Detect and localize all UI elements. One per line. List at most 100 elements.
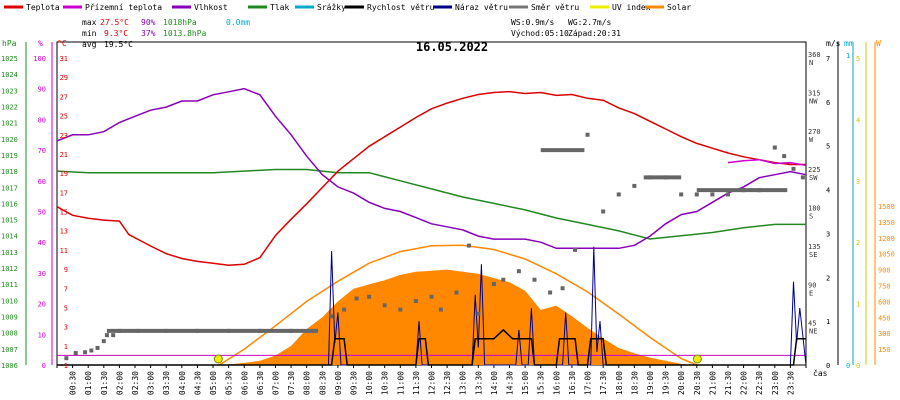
hpa-tick-label: 1006 [1,362,18,370]
hpa-axis-unit: hPa [2,39,17,48]
w-tick-label: 600 [878,298,891,306]
temp-tick-label: 5 [64,304,68,312]
pct-tick-label: 90 [38,86,46,94]
stats-max-label: max [82,18,97,27]
hpa-tick-label: 1011 [1,281,18,289]
legend-label: Tlak [270,3,289,12]
pct-tick-label: 20 [38,301,46,309]
wind-dir-point [101,339,106,344]
wind-dir-point [73,351,78,356]
temp-tick-label: 31 [60,55,68,63]
hpa-tick-label: 1023 [1,87,18,95]
temp-tick-label: 9 [64,266,68,274]
hpa-tick-label: 1024 [1,71,18,79]
temp-tick-label: 13 [60,228,68,236]
hpa-tick-label: 1007 [1,346,18,354]
wind-dir-point [616,192,621,197]
ms-tick-label: 4 [826,187,830,195]
x-tick-label: 20:00 [677,371,686,395]
ms-tick-label: 3 [826,230,830,238]
wind-dir-point [585,132,590,137]
w-tick-label: 300 [878,330,891,338]
x-tick-label: 15:30 [537,371,546,395]
wind-dir-point [491,281,496,286]
w-tick-label: 150 [878,346,891,354]
sun-sunrise-marker [213,354,223,364]
x-tick-label: 06:00 [240,371,249,395]
x-tick-label: 15:00 [521,371,530,395]
x-tick-label: 13:30 [474,371,483,395]
wind-dir-point [398,307,403,312]
w-tick-label: 1050 [878,251,895,259]
legend-label: Náraz větru [455,3,508,12]
sun-sunset-marker [692,354,702,364]
wind-dir-point [466,243,471,248]
x-tick-label: 11:30 [412,371,421,395]
stats-sunset: Západ:20:31 [568,29,621,38]
legend-label: Teplota [26,3,60,12]
dir-tick-degree: 180 [808,205,821,213]
wind-dir-point [89,348,94,353]
mm-axis-unit: mm [844,39,854,48]
hpa-tick-label: 1013 [1,249,18,257]
hpa-tick-label: 1019 [1,152,18,160]
pct-tick-label: 80 [38,116,46,124]
legend-label: Směr větru [531,3,579,12]
x-tick-label: 11:00 [396,371,405,395]
x-tick-label: 09:00 [334,371,343,395]
chart-title: 16.05.2022 [416,40,488,54]
hpa-tick-label: 1008 [1,330,18,338]
pct-tick-label: 100 [33,55,46,63]
temp-tick-label: 25 [60,113,68,121]
wind-dir-point [601,209,606,214]
wind-dir-point [354,296,359,301]
stats-rain: 0.0mm [226,18,250,27]
w-axis-unit: W [876,39,881,48]
wind-dir-point [95,345,100,350]
dir-tick-label: N [809,59,813,67]
x-tick-label: 17:30 [599,371,608,395]
dir-tick-degree: 225 [808,166,821,174]
temp-tick-label: 21 [60,151,68,159]
dir-tick-label: NW [809,97,818,105]
stats-wg: WG:2.7m/s [568,18,612,27]
legend-label: Solar [667,3,691,12]
wind-dir-point [573,247,578,252]
wind-dir-point [772,145,777,150]
stats-sunrise: Východ:05:10 [511,29,569,38]
ms-tick-label: 7 [826,55,830,63]
uv-tick-label: 4 [856,116,860,124]
hpa-tick-label: 1015 [1,217,18,225]
x-tick-label: 23:30 [786,371,795,395]
uv-tick-label: 5 [856,55,860,63]
wind-dir-point [632,183,637,188]
wind-dir-point [438,307,443,312]
series-humidity-line [56,87,807,250]
w-tick-label: 900 [878,267,891,275]
wind-dir-point [694,192,699,197]
temp-tick-label: 7 [64,285,68,293]
dir-tick-degree: 45 [808,320,816,328]
dir-tick-degree: 270 [808,128,821,136]
series-pressure-line [56,168,806,240]
pct-tick-label: 40 [38,239,46,247]
x-tick-label: 20:30 [693,371,702,395]
x-tick-label: 19:30 [662,371,671,395]
wind-dir-point [476,311,481,316]
hpa-tick-label: 1022 [1,103,18,111]
pct-tick-label: 50 [38,209,46,217]
pct-axis-unit: % [38,39,43,48]
x-tick-label: 03:30 [162,371,171,395]
uv-tick-label: 1 [856,301,860,309]
ms-tick-label: 0 [826,362,830,370]
x-tick-label: 14:00 [490,371,499,395]
w-tick-label: 1350 [878,219,895,227]
temp-tick-label: 27 [60,93,68,101]
wind-dir-point [413,299,418,304]
temp-tick-label: 23 [60,132,68,140]
stats-max-press: 1018hPa [163,18,197,27]
mm-tick-label: 1 [846,52,850,60]
x-tick-label: 01:30 [100,371,109,395]
uv-tick-label: 0 [856,362,860,370]
wind-dir-point [382,303,387,308]
